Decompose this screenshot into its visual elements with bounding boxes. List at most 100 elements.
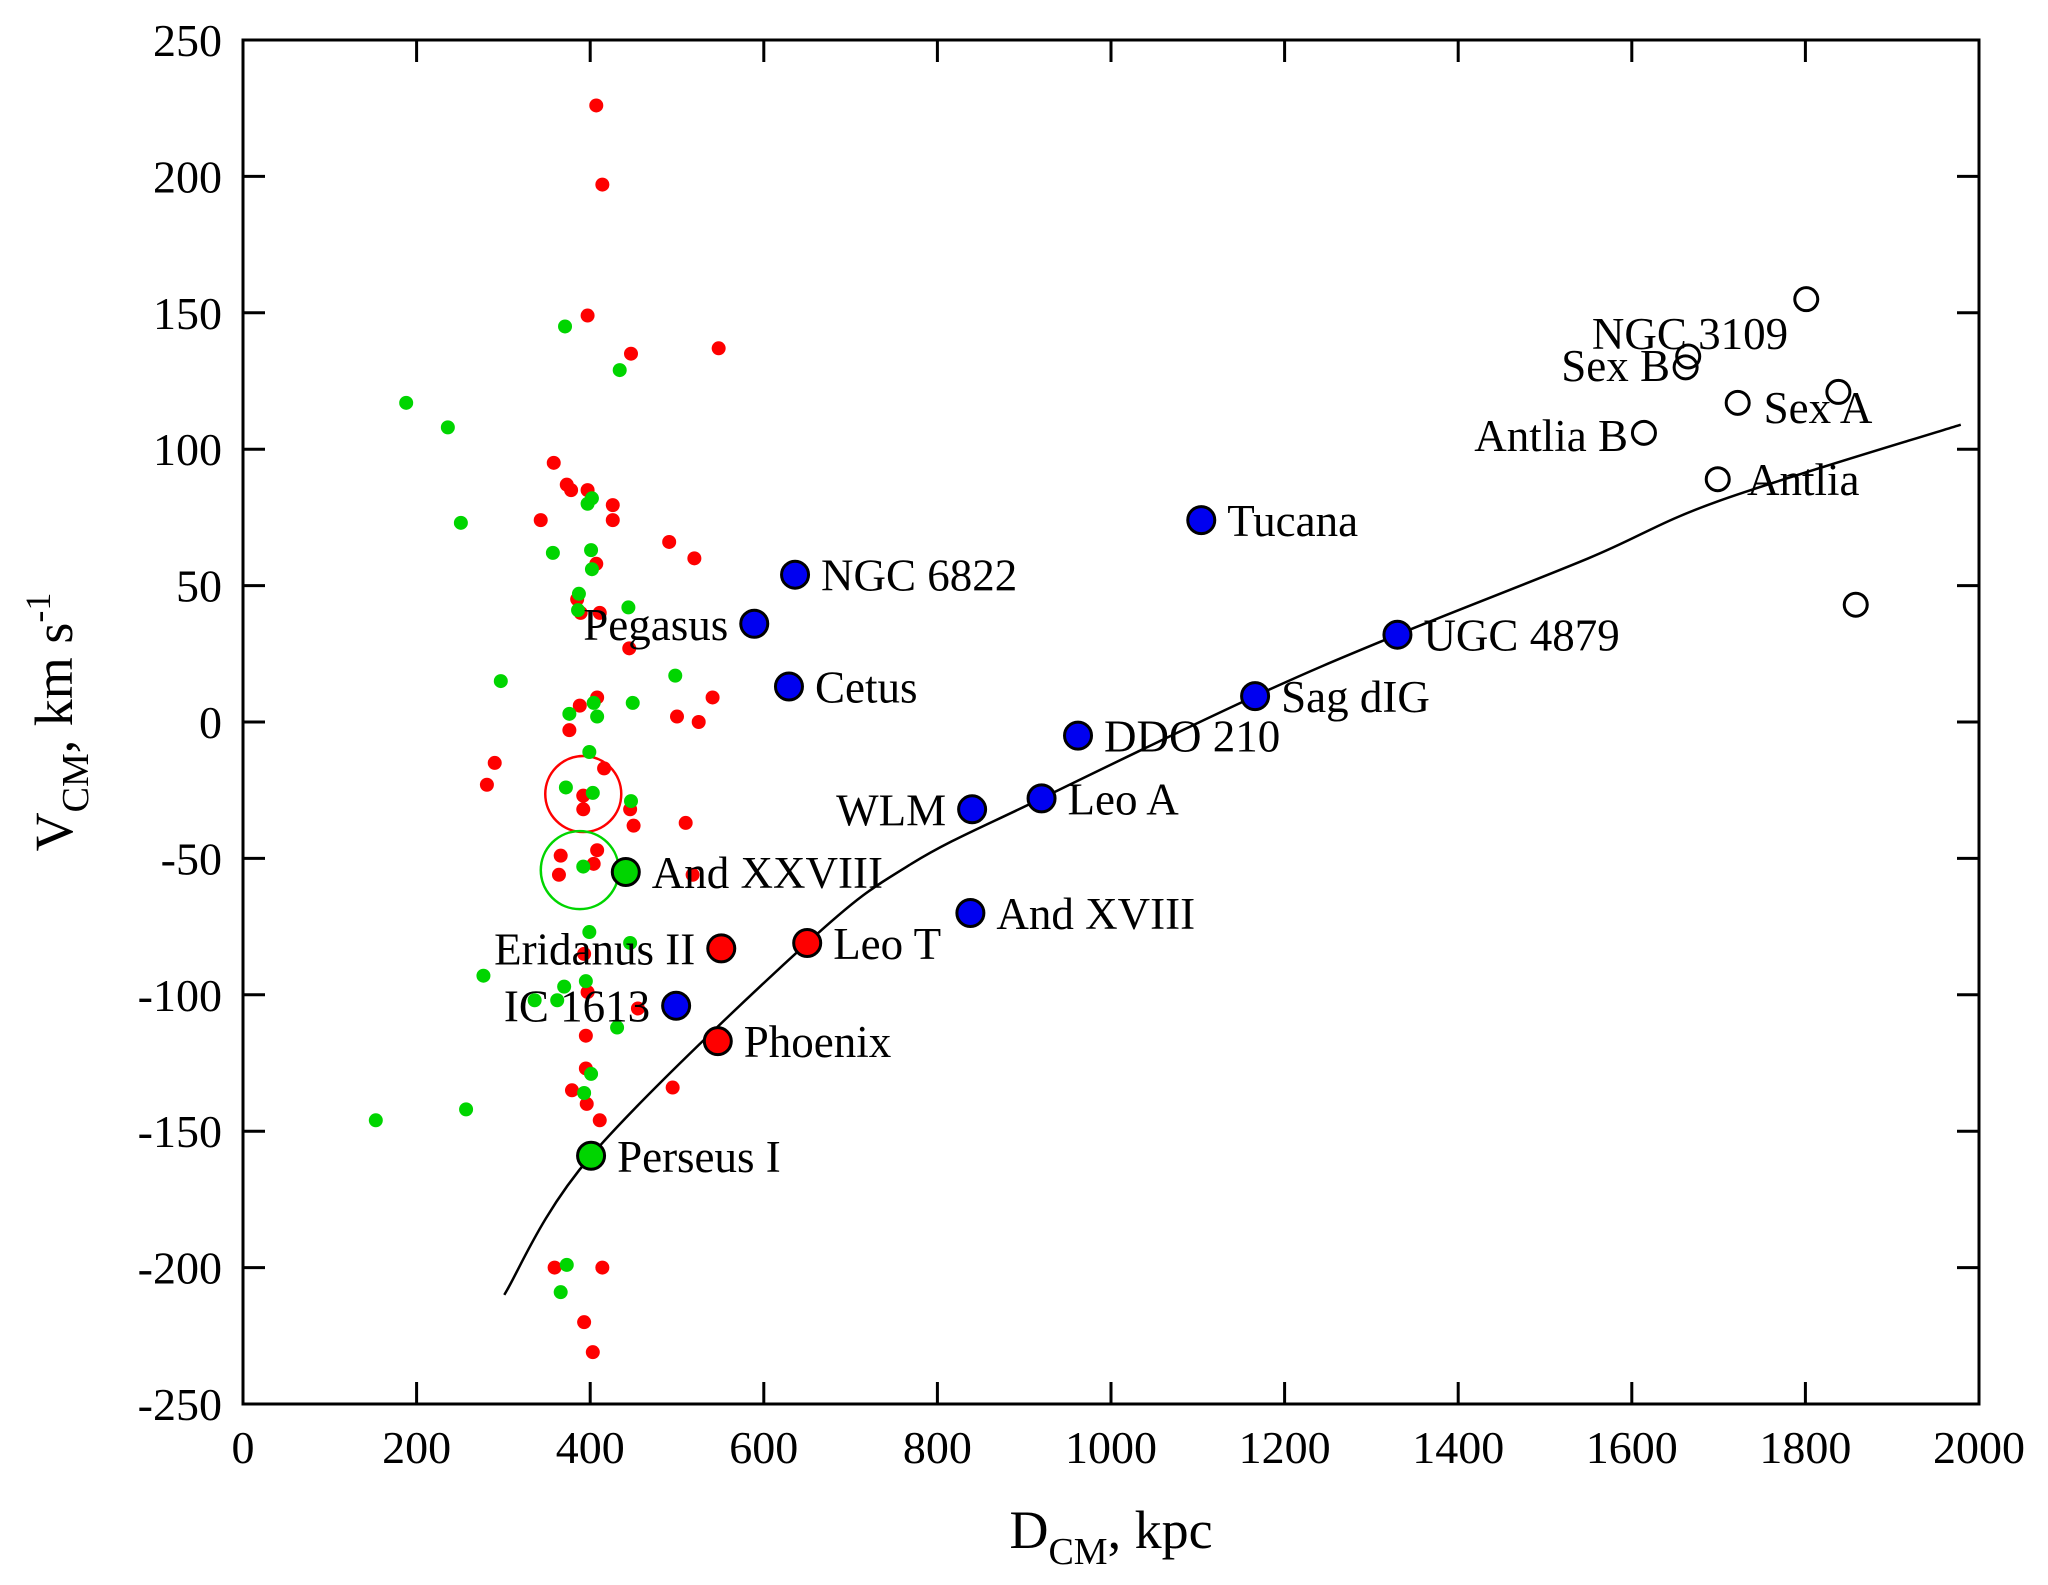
point-wlm: [957, 794, 988, 825]
small-red-dot: [589, 98, 604, 113]
label-sag-dig: Sag dIG: [1281, 672, 1430, 722]
point-and-xviii: [955, 897, 986, 928]
small-red-dot: [577, 1315, 592, 1330]
point-ugc-4879: [1382, 619, 1413, 650]
small-green-dot: [571, 586, 586, 601]
open-circle-sex-a: [1825, 378, 1852, 405]
x-tick-label: 600: [729, 1422, 798, 1473]
small-red-dot: [547, 1260, 562, 1275]
small-green-dot: [610, 1020, 625, 1035]
small-green-dot: [623, 794, 638, 809]
small-red-dot: [479, 777, 494, 792]
small-green-dot: [582, 925, 597, 940]
x-tick-label: 1200: [1239, 1422, 1331, 1473]
small-green-dot: [440, 420, 455, 435]
open-circle-sex-b: [1672, 354, 1699, 381]
point-ic-1613: [661, 990, 692, 1021]
point-pegasus: [739, 608, 770, 639]
label-leo-t: Leo T: [833, 919, 941, 969]
point-eridanus-ii: [706, 933, 737, 964]
open-circle-points: [1630, 286, 1869, 618]
labeled-points: [576, 505, 1413, 1171]
point-ngc-6822: [780, 559, 811, 590]
small-red-dot: [553, 848, 568, 863]
point-cetus: [773, 671, 804, 702]
x-tick-label: 2000: [1933, 1422, 2025, 1473]
point-phoenix: [702, 1026, 733, 1057]
small-red-dot: [597, 761, 612, 776]
x-tick-label: 800: [903, 1422, 972, 1473]
label-and-xviii: And XVIII: [996, 889, 1195, 939]
small-green-dot: [576, 859, 591, 874]
small-red-dot: [595, 177, 610, 192]
small-green-dot: [545, 545, 560, 560]
label-tucana: Tucana: [1227, 496, 1358, 546]
x-tick-label: 1400: [1412, 1422, 1504, 1473]
small-green-dot: [584, 562, 599, 577]
small-green-dot: [580, 496, 595, 511]
point-tucana: [1186, 505, 1217, 536]
x-tick-label: 0: [232, 1422, 255, 1473]
open-circle-unlabeled: [1842, 591, 1869, 618]
small-green-dot: [582, 745, 597, 760]
small-green-dot: [586, 695, 601, 710]
small-green-dot: [668, 668, 683, 683]
point-leo-t: [792, 927, 823, 958]
small-red-dot: [687, 551, 702, 566]
small-red-dot: [564, 483, 579, 498]
small-green-dot: [584, 1066, 599, 1081]
small-red-dot: [592, 1113, 607, 1128]
label-pegasus: Pegasus: [583, 600, 728, 650]
small-red-dot: [487, 755, 502, 770]
small-red-dot: [585, 1345, 600, 1360]
small-red-dot: [691, 715, 706, 729]
small-green-dot: [562, 706, 577, 721]
label-ddo-210: DDO 210: [1104, 712, 1280, 762]
y-tick-label: 200: [153, 151, 222, 202]
small-green-dot: [493, 674, 508, 689]
small-green-dot: [612, 363, 627, 378]
y-tick-label: -50: [161, 833, 222, 884]
label-perseus-i: Perseus I: [617, 1132, 781, 1182]
small-red-dot: [572, 698, 587, 713]
small-green-dot: [571, 603, 586, 618]
small-red-dot: [626, 818, 641, 833]
small-red-dot: [579, 1096, 594, 1111]
point-and-xxviii: [610, 857, 641, 888]
open-circle-ngc-3109: [1675, 343, 1702, 370]
small-green-dot: [527, 993, 542, 1008]
small-green-dot: [590, 709, 605, 724]
small-red-dot: [670, 709, 684, 724]
label-leo-a: Leo A: [1068, 774, 1180, 824]
small-red-dot: [546, 455, 561, 470]
label-sex-b: Sex B: [1561, 341, 1670, 391]
small-red-dot: [551, 867, 566, 882]
small-green-dot: [476, 968, 491, 983]
small-red-dot: [605, 513, 620, 528]
axis-titles: DCM, kpc VCM, km s-1: [18, 593, 1213, 1573]
small-dots: [368, 98, 726, 1360]
small-red-dot: [605, 498, 620, 513]
label-and-xxviii: And XXVIII: [652, 848, 883, 898]
open-circle-antlia: [1704, 466, 1731, 493]
open-circle-antlia-b: [1630, 419, 1657, 446]
small-red-dot: [623, 346, 638, 361]
small-red-dot: [622, 641, 637, 656]
label-sex-a: Sex A: [1764, 383, 1873, 433]
label-eridanus-ii: Eridanus II: [494, 924, 695, 974]
small-red-dot: [665, 1080, 680, 1095]
y-tick-label: -100: [138, 970, 222, 1021]
small-green-dot: [559, 1257, 574, 1272]
y-tick-label: 250: [153, 15, 222, 66]
x-axis-title: DCM, kpc: [1009, 1500, 1212, 1573]
small-red-dot: [662, 534, 677, 549]
small-red-dot: [580, 308, 595, 323]
y-tick-label: -200: [138, 1243, 222, 1294]
small-green-dot: [399, 395, 414, 410]
small-green-dot: [584, 543, 599, 558]
label-wlm: WLM: [836, 785, 946, 835]
small-red-dot: [533, 513, 548, 528]
label-cetus: Cetus: [815, 663, 918, 713]
